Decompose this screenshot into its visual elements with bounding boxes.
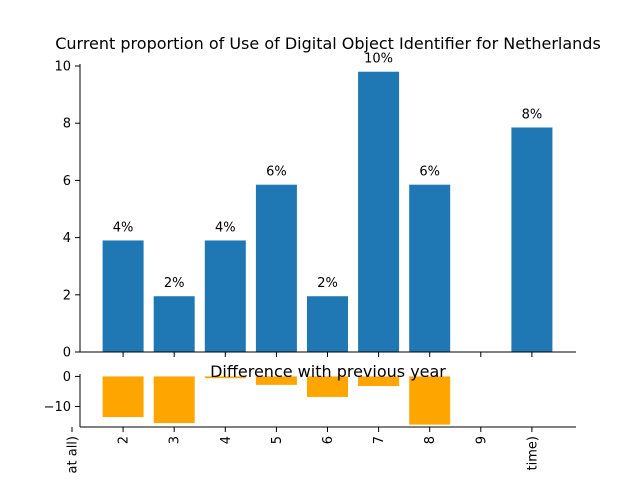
x-tick-label: 3 [168,436,183,444]
data-label: 2% [164,276,185,291]
data-label: 10% [364,52,393,67]
bar [409,184,451,352]
difference-bar [307,376,348,397]
data-label: 6% [266,165,287,180]
x-tick-label: 2 [117,436,132,444]
difference-bar [255,376,297,385]
y-tick-label: 4 [63,231,71,246]
difference-bar [409,376,451,425]
difference-bar [153,376,195,424]
difference-y-tick-label: −10 [44,400,71,415]
main-plot-area: 4% 2% 4% 6% 2% 10% 6% 8% 0 2 4 6 8 10 [54,52,576,361]
difference-bar [204,376,246,379]
bar [204,240,246,352]
data-label: 4% [113,220,134,235]
difference-y-tick-label: 0 [63,370,71,385]
difference-chart-title: Difference with previous year [210,362,446,381]
bar [307,296,348,352]
y-tick-label: 2 [63,288,71,303]
y-tick-label: 6 [63,174,71,189]
bar [358,71,400,352]
x-tick-label: at all) [66,436,81,473]
data-label: 4% [215,220,236,235]
x-tick-label: 5 [270,436,285,444]
x-tick-label: 6 [321,436,336,444]
bar [153,296,195,352]
bar [511,127,553,353]
x-tick-label: 8 [423,436,438,444]
x-tick-label: 7 [372,436,387,444]
difference-bar [102,376,144,418]
bar [102,240,144,352]
x-tick-label: time) [525,436,540,470]
y-tick-label: 10 [54,60,71,75]
difference-bar [358,376,400,387]
difference-plot-area: 0 −10 at all) 2 3 4 5 6 7 8 9 time) [44,370,576,473]
main-chart-title: Current proportion of Use of Digital Obj… [55,34,601,53]
y-tick-label: 0 [63,346,71,361]
bar [255,184,297,352]
data-label: 6% [419,165,440,180]
data-label: 8% [522,107,543,122]
data-label: 2% [317,276,338,291]
y-tick-label: 8 [63,117,71,132]
x-tick-label: 9 [474,436,489,444]
x-tick-label: 4 [219,436,234,444]
